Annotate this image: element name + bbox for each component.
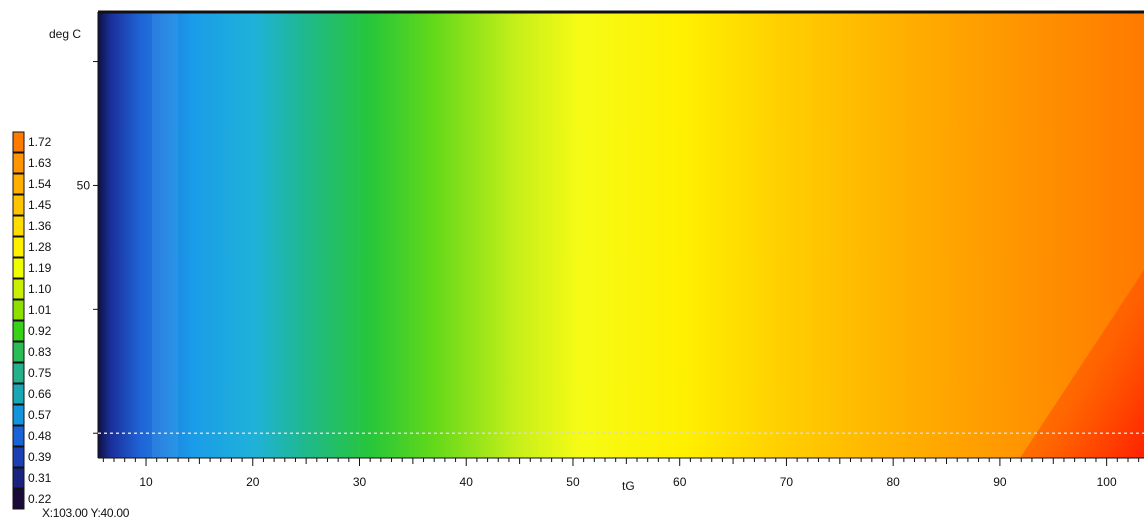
legend-label: 0.83 <box>28 345 52 359</box>
legend-label: 1.01 <box>28 303 52 317</box>
legend-swatch <box>12 215 25 237</box>
legend-label: 0.39 <box>28 450 52 464</box>
legend-swatch <box>12 131 25 153</box>
color-legend: 1.72 1.63 1.54 1.45 1.36 1.28 1.19 1.10 1.01 0.92… <box>12 131 52 510</box>
legend-swatch <box>12 152 25 174</box>
heatmap-field <box>98 12 1144 458</box>
legend-swatch <box>12 257 25 279</box>
legend-swatch <box>12 299 25 321</box>
legend-swatch <box>12 425 25 447</box>
x-tick-label: 80 <box>886 475 900 489</box>
heatmap-hot-region <box>1020 270 1144 458</box>
legend-label: 1.28 <box>28 240 52 254</box>
x-tick-label: 20 <box>246 475 260 489</box>
legend-label: 1.19 <box>28 261 52 275</box>
y-tick-label: 50 <box>77 178 91 192</box>
legend-swatch <box>12 320 25 342</box>
legend-label: 1.54 <box>28 177 52 191</box>
legend-swatch <box>12 467 25 489</box>
legend-swatch <box>12 446 25 468</box>
heatmap-gradient <box>98 12 1144 458</box>
legend-label: 1.45 <box>28 198 52 212</box>
legend-label: 0.66 <box>28 387 52 401</box>
legend-label: 0.22 <box>28 492 52 506</box>
legend-swatch <box>12 362 25 384</box>
heatmap-streak <box>152 12 178 458</box>
legend-label: 1.63 <box>28 156 52 170</box>
legend-label: 0.31 <box>28 471 52 485</box>
x-tick-label: 60 <box>673 475 687 489</box>
legend-swatch <box>12 341 25 363</box>
legend-swatch <box>12 278 25 300</box>
legend-label: 1.36 <box>28 219 52 233</box>
y-axis-ticks: 50 <box>77 61 98 434</box>
x-tick-label: 90 <box>993 475 1007 489</box>
legend-swatch <box>12 404 25 426</box>
x-tick-label: 70 <box>780 475 794 489</box>
legend-swatch <box>12 236 25 258</box>
legend-label: 0.48 <box>28 429 52 443</box>
x-axis-ticks: 10 20 30 40 50 60 70 80 90 100 <box>102 458 1140 489</box>
cursor-readout: X:103.00 Y:40.00 <box>42 506 130 520</box>
legend-swatch <box>12 488 25 510</box>
x-tick-label: 100 <box>1097 475 1117 489</box>
legend-swatch <box>12 383 25 405</box>
x-tick-label: 40 <box>460 475 474 489</box>
x-tick-label: 50 <box>566 475 580 489</box>
legend-swatch <box>12 173 25 195</box>
legend-label: 1.72 <box>28 135 52 149</box>
y-axis-title: deg C <box>49 27 81 41</box>
legend-label: 0.57 <box>28 408 52 422</box>
x-axis-title: tG <box>622 479 635 493</box>
legend-swatch <box>12 194 25 216</box>
legend-label: 0.92 <box>28 324 52 338</box>
legend-label: 1.10 <box>28 282 52 296</box>
x-tick-label: 30 <box>353 475 367 489</box>
legend-label: 0.75 <box>28 366 52 380</box>
x-tick-label: 10 <box>139 475 153 489</box>
